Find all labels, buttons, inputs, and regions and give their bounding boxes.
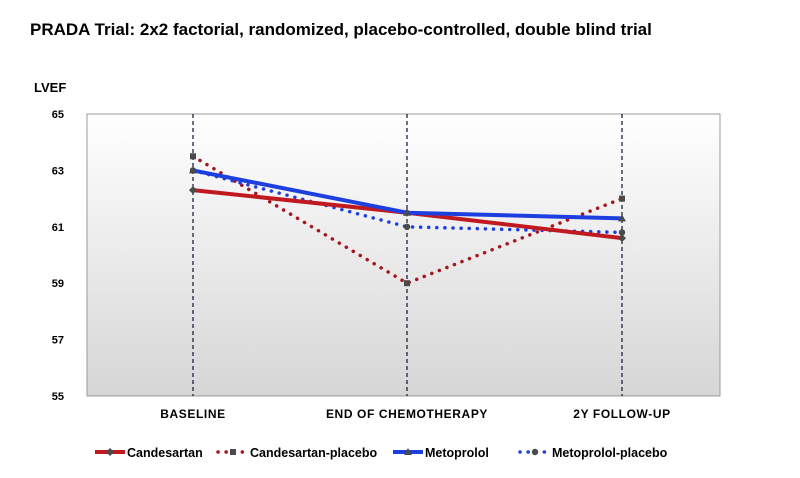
legend-item-candesartan: Candesartan bbox=[95, 446, 203, 460]
data-point-candesartan-placebo bbox=[190, 153, 196, 160]
data-point-candesartan bbox=[189, 186, 197, 195]
data-point-metoprolol-placebo bbox=[618, 229, 626, 236]
legend-marker-candesartan bbox=[106, 448, 114, 456]
legend-label-metoprolol: Metoprolol bbox=[425, 446, 489, 460]
y-axis-label: LVEF bbox=[34, 80, 67, 95]
legend-label-candesartan-placebo: Candesartan-placebo bbox=[250, 446, 377, 460]
legend-marker-metoprolol bbox=[404, 448, 412, 455]
legend-label-candesartan: Candesartan bbox=[127, 446, 203, 460]
data-point-candesartan bbox=[618, 234, 626, 243]
data-point-metoprolol bbox=[189, 166, 197, 174]
data-point-metoprolol-placebo bbox=[403, 223, 411, 230]
y-tick-label: 65 bbox=[52, 109, 64, 121]
y-tick-label: 55 bbox=[52, 391, 64, 403]
series-metoprolol bbox=[189, 166, 626, 222]
data-point-metoprolol bbox=[618, 214, 626, 222]
legend-item-metoprolol: Metoprolol bbox=[393, 446, 489, 460]
data-point-candesartan-placebo bbox=[404, 280, 410, 287]
x-tick-label: BASELINE bbox=[160, 407, 225, 421]
y-tick-label: 57 bbox=[52, 335, 64, 347]
y-tick-label: 59 bbox=[52, 278, 64, 290]
data-point-metoprolol bbox=[403, 208, 411, 216]
series-candesartan-placebo bbox=[190, 153, 625, 287]
legend-marker-metoprolol-placebo bbox=[531, 448, 539, 456]
legend-marker-candesartan-placebo bbox=[230, 449, 236, 455]
chart-title: PRADA Trial: 2x2 factorial, randomized, … bbox=[30, 20, 652, 39]
data-point-candesartan-placebo bbox=[619, 195, 625, 202]
x-tick-label: END OF CHEMOTHERAPY bbox=[326, 407, 488, 421]
plot-area bbox=[86, 113, 721, 397]
legend-label-metoprolol-placebo: Metoprolol-placebo bbox=[552, 446, 668, 460]
legend-item-candesartan-placebo: Candesartan-placebo bbox=[216, 446, 377, 460]
x-tick-label: 2Y FOLLOW-UP bbox=[573, 407, 670, 421]
y-tick-label: 63 bbox=[52, 165, 64, 177]
legend-item-metoprolol-placebo: Metoprolol-placebo bbox=[518, 446, 668, 460]
y-tick-label: 61 bbox=[52, 222, 64, 234]
